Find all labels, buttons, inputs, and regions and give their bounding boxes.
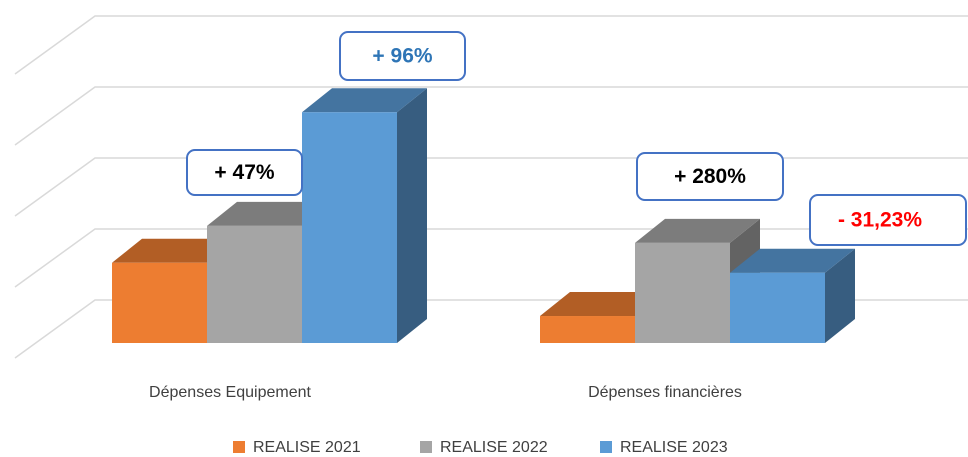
annotation: + 96% [372,45,432,68]
bar [540,316,635,343]
annotation: + 280% [674,165,746,188]
annotation-box [636,152,784,201]
annotation: - 31,23% [838,209,922,232]
bar [730,272,825,343]
legend-swatch [600,441,612,453]
annotation-box [186,149,303,196]
bar [112,262,207,343]
legend-swatch [233,441,245,453]
x-tick-label: Dépenses financières [588,384,742,401]
grid-line [14,15,968,75]
legend-swatch [420,441,432,453]
annotation-box [339,31,466,81]
bar-top [302,88,427,113]
bar-top [635,218,760,243]
bar [635,242,730,343]
legend-label: REALISE 2023 [620,439,728,456]
bar [302,112,397,343]
legend-label: REALISE 2021 [253,439,361,456]
bar-side [825,248,855,343]
bar-top [207,201,332,226]
bar [207,225,302,343]
bar-top [112,238,237,263]
bar-top [540,292,665,317]
annotation-box [809,194,967,246]
bar-top [730,248,855,273]
x-tick-label: Dépenses Equipement [149,384,311,401]
legend-label: REALISE 2022 [440,439,548,456]
grid-line [14,86,968,146]
bar-side [397,88,427,343]
annotation: + 47% [214,161,274,184]
